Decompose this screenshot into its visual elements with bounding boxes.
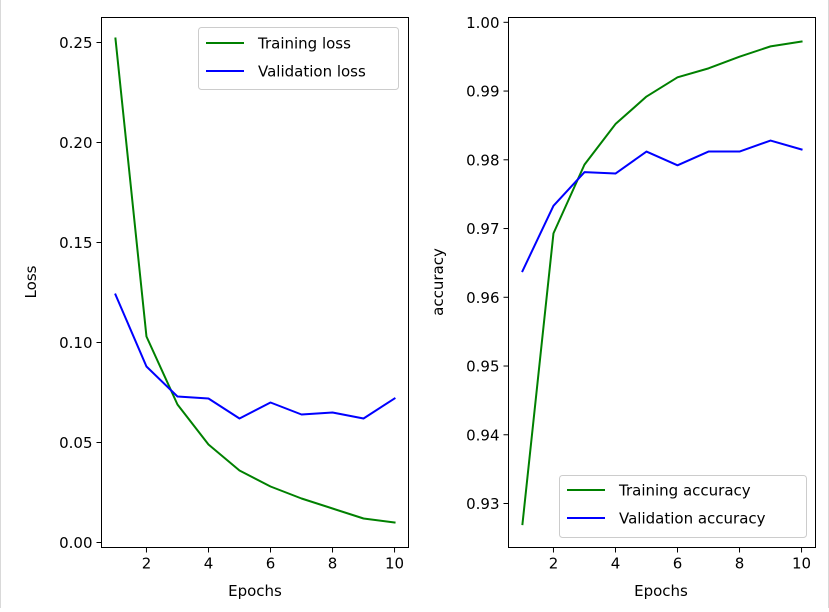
accuracy-y-tick-label: 0.95 — [466, 358, 499, 376]
series-line-training-loss — [114, 37, 396, 524]
accuracy-y-tick-label: 1.00 — [466, 14, 499, 32]
legend-label-training-loss: Training loss — [257, 35, 351, 53]
loss-x-axis-label: Epochs — [228, 582, 282, 600]
loss-y-tick-label: 0.10 — [59, 334, 92, 352]
accuracy-x-tick-label: 4 — [611, 555, 621, 573]
accuracy-y-tick-label: 0.98 — [466, 151, 499, 169]
loss-legend: Training loss Validation loss — [198, 27, 399, 90]
accuracy-y-tick-label: 0.97 — [466, 220, 499, 238]
loss-y-tick-label: 0.15 — [59, 234, 92, 252]
loss-x-tick-label: 2 — [142, 555, 152, 573]
series-line-validation-loss — [114, 293, 396, 420]
loss-ticks: 2 4 6 8 10 0.00 0.05 0.10 0.15 0.20 0.25 — [59, 34, 404, 573]
accuracy-y-tick-label: 0.94 — [466, 426, 499, 444]
loss-y-tick-label: 0.00 — [59, 534, 92, 552]
accuracy-plot-frame — [508, 17, 816, 548]
accuracy-y-tick-label: 0.93 — [466, 495, 499, 513]
series-line-training-accuracy — [521, 40, 803, 526]
loss-chart-panel: 2 4 6 8 10 0.00 0.05 0.10 0.15 0.20 0.25 Epochs Lo… — [22, 17, 409, 600]
loss-y-tick-label: 0.05 — [59, 434, 92, 452]
series-line-validation-accuracy — [521, 139, 803, 273]
loss-y-axis-label: Loss — [22, 265, 40, 298]
loss-x-tick-label: 10 — [385, 555, 404, 573]
accuracy-legend: Training accuracy Validation accuracy — [559, 475, 807, 538]
accuracy-y-tick-label: 0.96 — [466, 289, 499, 307]
legend-label-validation-accuracy: Validation accuracy — [619, 510, 766, 528]
accuracy-x-tick-label: 6 — [673, 555, 683, 573]
accuracy-series-group — [521, 40, 803, 526]
loss-series-group — [114, 37, 396, 524]
loss-x-tick-label: 4 — [204, 555, 214, 573]
accuracy-x-tick-label: 2 — [549, 555, 559, 573]
accuracy-chart-panel: 2 4 6 8 10 0.93 0.94 0.95 0.96 0.97 0.98 0.99 1.00 E… — [429, 14, 816, 600]
accuracy-y-axis-label: accuracy — [429, 248, 447, 316]
legend-label-validation-loss: Validation loss — [258, 63, 366, 81]
loss-x-tick-label: 6 — [266, 555, 276, 573]
loss-legend-box — [198, 27, 399, 90]
accuracy-x-tick-label: 8 — [735, 555, 745, 573]
loss-x-tick-label: 8 — [328, 555, 338, 573]
loss-plot-frame — [101, 17, 409, 548]
accuracy-y-tick-label: 0.99 — [466, 83, 499, 101]
accuracy-ticks: 2 4 6 8 10 0.93 0.94 0.95 0.96 0.97 0.98 0.99 1.00 — [466, 14, 811, 573]
accuracy-legend-box — [559, 475, 807, 538]
accuracy-x-axis-label: Epochs — [634, 582, 688, 600]
accuracy-x-tick-label: 10 — [792, 555, 811, 573]
loss-y-tick-label: 0.20 — [59, 134, 92, 152]
loss-y-tick-label: 0.25 — [59, 34, 92, 52]
legend-label-training-accuracy: Training accuracy — [618, 482, 751, 500]
